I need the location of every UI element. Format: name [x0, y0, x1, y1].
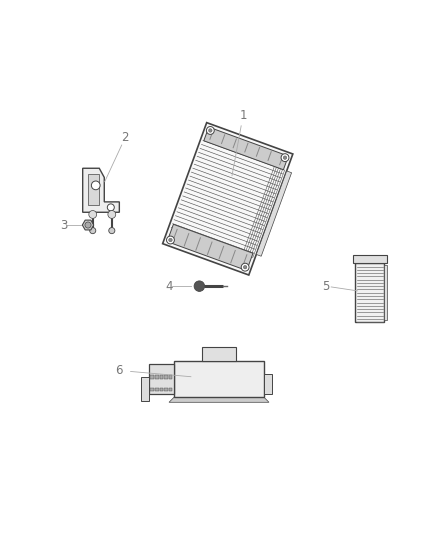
Bar [164, 375, 168, 378]
Polygon shape [256, 171, 292, 256]
Bar [174, 361, 264, 397]
Circle shape [92, 181, 100, 190]
Text: 4: 4 [165, 280, 173, 293]
Bar [155, 375, 159, 378]
Bar [264, 374, 272, 393]
Circle shape [166, 236, 174, 244]
Text: 3: 3 [60, 219, 68, 231]
Circle shape [169, 238, 172, 242]
Circle shape [208, 128, 212, 132]
Circle shape [90, 228, 96, 233]
Circle shape [206, 126, 214, 134]
Bar [160, 375, 163, 378]
Bar [169, 375, 173, 378]
Bar [155, 388, 159, 391]
Circle shape [194, 281, 205, 292]
Text: 1: 1 [239, 109, 247, 123]
Bar [141, 377, 149, 400]
Bar [384, 265, 387, 320]
Polygon shape [162, 123, 293, 275]
Bar [169, 388, 173, 391]
Circle shape [109, 228, 115, 233]
Bar [160, 388, 163, 391]
Polygon shape [82, 220, 94, 230]
Polygon shape [169, 397, 269, 402]
Bar [149, 365, 174, 394]
Circle shape [281, 154, 289, 161]
Bar [356, 263, 384, 322]
Polygon shape [353, 255, 387, 263]
Circle shape [244, 265, 247, 269]
Bar [151, 388, 154, 391]
Circle shape [85, 222, 91, 228]
Text: 6: 6 [115, 364, 122, 377]
Text: 2: 2 [121, 131, 129, 144]
Bar [151, 375, 154, 378]
Circle shape [107, 204, 114, 211]
Polygon shape [88, 174, 99, 205]
Polygon shape [83, 168, 119, 212]
Bar [164, 388, 168, 391]
Polygon shape [167, 224, 253, 271]
Bar [202, 347, 236, 361]
Circle shape [241, 263, 249, 271]
Circle shape [108, 211, 116, 219]
Text: 5: 5 [322, 280, 330, 293]
Circle shape [89, 211, 97, 219]
Circle shape [283, 156, 287, 159]
Polygon shape [204, 127, 288, 169]
